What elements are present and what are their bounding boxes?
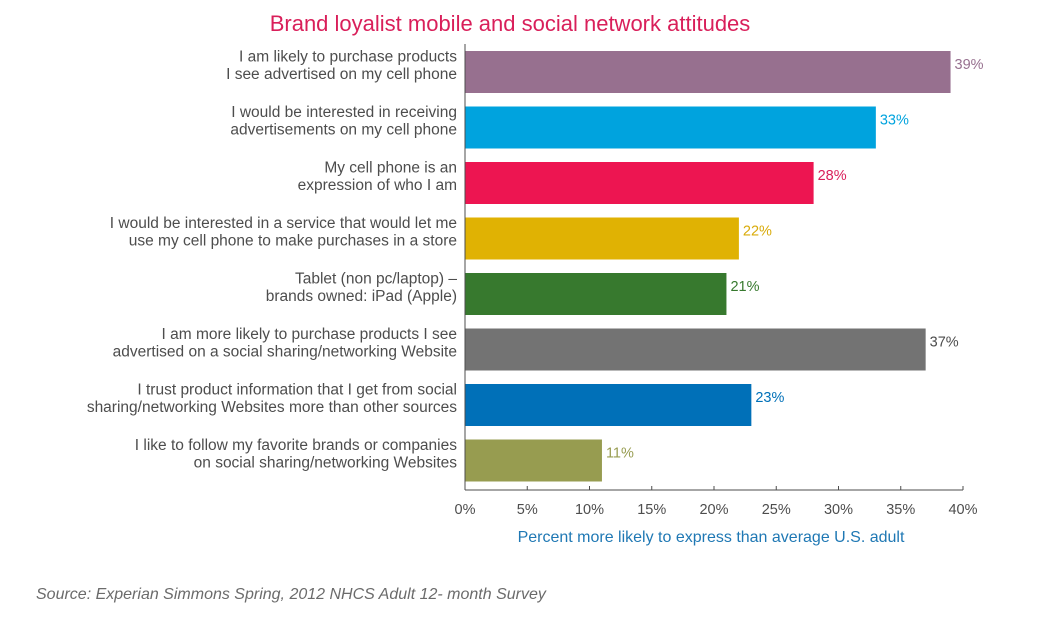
category-label-line: brands owned: iPad (Apple): [266, 288, 457, 305]
category-label: I like to follow my favorite brands or c…: [135, 437, 457, 472]
category-label-line: I like to follow my favorite brands or c…: [135, 437, 457, 454]
bar-value-label: 21%: [730, 279, 759, 295]
category-label-line: I trust product information that I get f…: [137, 381, 457, 398]
category-label-line: I am more likely to purchase products I …: [162, 326, 458, 343]
category-label-line: expression of who I am: [298, 177, 457, 194]
bar: [465, 106, 876, 149]
bar-value-label: 33%: [880, 113, 909, 129]
x-tick-label: 0%: [455, 502, 476, 518]
source-note: Source: Experian Simmons Spring, 2012 NH…: [36, 586, 546, 603]
x-tick-label: 15%: [637, 502, 666, 518]
bar-value-label: 22%: [743, 224, 772, 240]
x-tick-label: 20%: [699, 502, 728, 518]
category-label: I trust product information that I get f…: [87, 381, 457, 416]
category-label: I am more likely to purchase products I …: [113, 326, 457, 361]
bar-value-label: 28%: [818, 168, 847, 184]
category-label: My cell phone is an expression of who I a…: [298, 159, 457, 194]
bar-value-label: 23%: [755, 390, 784, 406]
bar: [465, 384, 752, 426]
category-label: Tablet (non pc/laptop) – brands owned: iP…: [266, 270, 458, 305]
bar: [465, 439, 602, 482]
category-label-line: on social sharing/networking Websites: [194, 454, 458, 471]
x-tick-label: 25%: [762, 502, 791, 518]
category-label-line: I am likely to purchase products: [239, 48, 457, 65]
category-label-line: I would be interested in a service that …: [110, 215, 457, 232]
bar: [465, 217, 739, 260]
category-label: I am likely to purchase products I see ad…: [226, 48, 457, 83]
x-tick-label: 10%: [575, 502, 604, 518]
chart-title: Brand loyalist mobile and social network…: [270, 11, 751, 36]
x-tick-label: 30%: [824, 502, 853, 518]
category-label: I would be interested in a service that …: [110, 215, 457, 250]
value-labels: 39% 33% 28% 22% 21% 37% 23% 11%: [606, 57, 984, 462]
bar: [465, 273, 727, 315]
x-tick-label: 35%: [886, 502, 915, 518]
category-label-line: My cell phone is an: [324, 159, 457, 176]
x-tick-label: 5%: [517, 502, 538, 518]
x-axis-ticks: 0% 5% 10% 15% 20% 25% 30% 35% 40%: [455, 486, 978, 518]
bar-value-label: 39%: [955, 57, 984, 73]
x-axis-label: Percent more likely to express than aver…: [518, 529, 905, 546]
category-label-line: advertisements on my cell phone: [230, 121, 457, 138]
bar-chart: Brand loyalist mobile and social network…: [87, 11, 984, 546]
bar-value-label: 37%: [930, 335, 959, 351]
category-label-line: advertised on a social sharing/networkin…: [113, 343, 457, 360]
category-label: I would be interested in receiving advert…: [230, 104, 457, 139]
bars: [465, 51, 951, 482]
x-tick-label: 40%: [948, 502, 977, 518]
category-label-line: Tablet (non pc/laptop) –: [295, 270, 457, 287]
bar-value-label: 11%: [606, 446, 634, 462]
category-label-line: I would be interested in receiving: [231, 104, 457, 121]
bar: [465, 162, 814, 204]
category-label-line: sharing/networking Websites more than ot…: [87, 399, 457, 416]
category-labels: I am likely to purchase products I see ad…: [87, 48, 458, 471]
category-label-line: use my cell phone to make purchases in a…: [129, 232, 457, 249]
bar: [465, 51, 951, 93]
category-label-line: I see advertised on my cell phone: [226, 66, 457, 83]
bar: [465, 328, 926, 371]
